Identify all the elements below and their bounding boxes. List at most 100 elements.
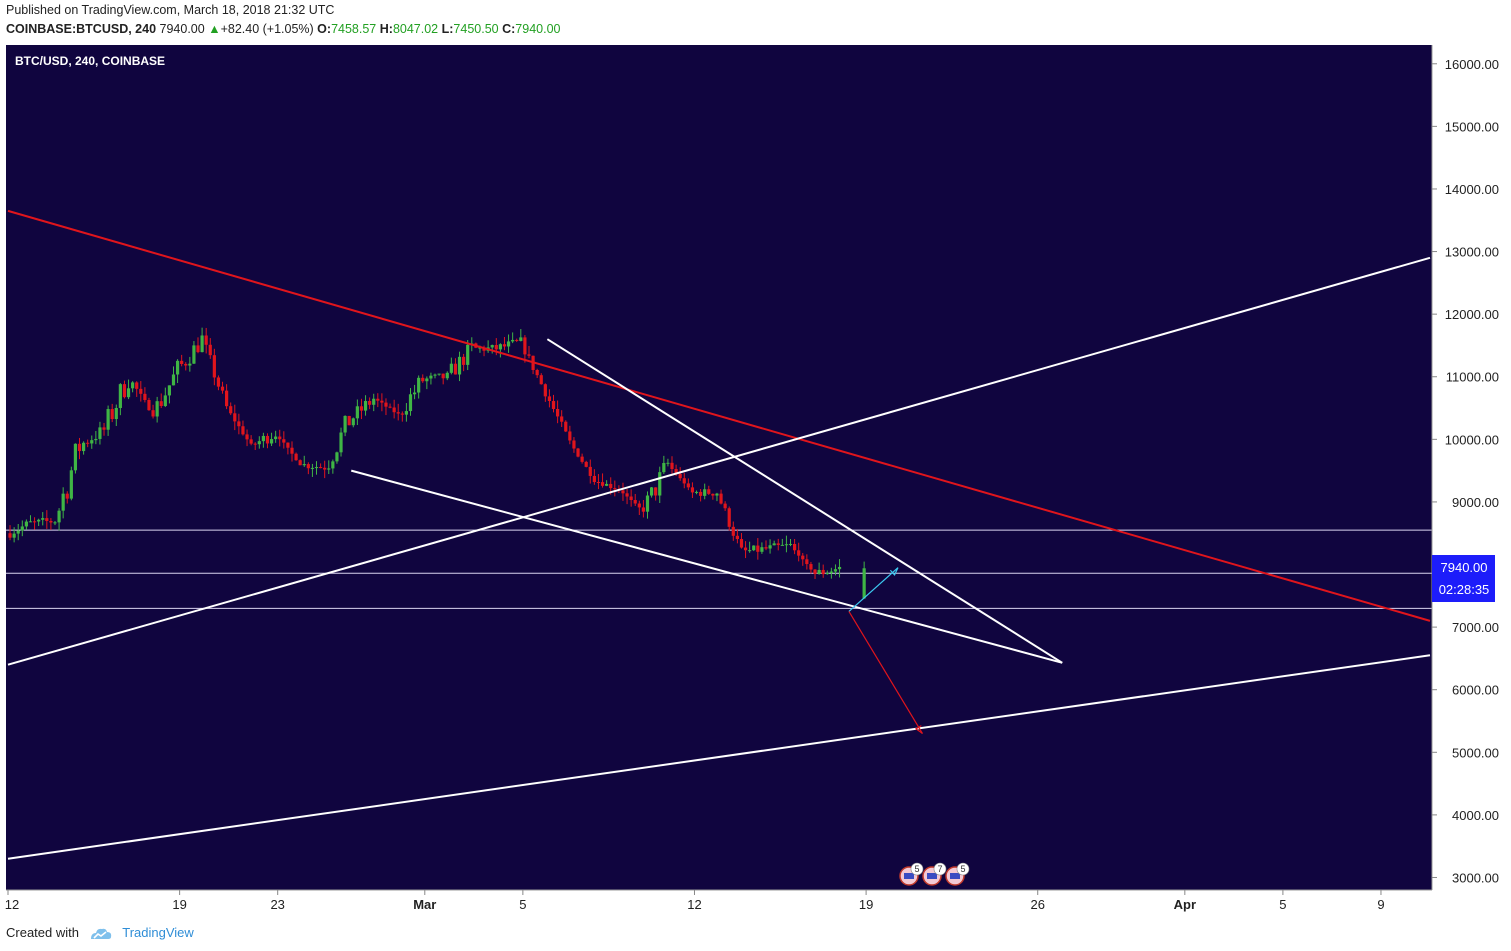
blue-projection-arrow — [848, 567, 899, 612]
candle-body — [216, 377, 221, 387]
x-tick-label: 23 — [270, 897, 284, 912]
time-axis[interactable]: 12 19 23 Mar 5 12 19 26 Apr 5 9 — [5, 890, 1385, 912]
candle-body — [257, 441, 261, 445]
candle-body — [576, 448, 580, 457]
low-label: L: — [441, 22, 454, 36]
candle-body — [723, 503, 727, 509]
candle-body — [45, 518, 49, 521]
y-tick-label: 11000.00 — [1446, 370, 1499, 385]
candle-body — [233, 413, 237, 422]
white-trendline — [7, 256, 1431, 666]
candle-body — [686, 483, 690, 488]
candle-body — [192, 345, 196, 364]
candle-body — [184, 363, 188, 366]
candle-body — [797, 550, 801, 556]
event-flag-icon: 5 — [945, 862, 970, 886]
candle-body — [748, 550, 752, 552]
candle-body — [57, 510, 61, 523]
candle-body — [478, 347, 482, 349]
candle-body — [20, 526, 24, 531]
candle-body — [351, 418, 355, 426]
candle-body — [73, 443, 78, 471]
candle-body — [735, 535, 739, 540]
candle-body — [12, 533, 16, 538]
arrowhead-icon — [889, 567, 899, 576]
candle-body — [625, 493, 629, 497]
candle-body — [61, 493, 65, 511]
candle-body — [302, 464, 306, 466]
candle-body — [862, 568, 866, 599]
candle-body — [523, 337, 527, 355]
candle-body — [690, 487, 695, 493]
footer: Created with TradingView — [6, 925, 194, 941]
candle-body — [666, 462, 670, 464]
candle-body — [122, 384, 127, 398]
candle-body — [584, 461, 588, 467]
candle-body — [49, 520, 53, 523]
candle-body — [225, 390, 229, 407]
candle-body — [756, 545, 760, 552]
candle-body — [28, 521, 33, 523]
candle-body — [69, 470, 73, 499]
candle-body — [466, 344, 470, 365]
candle-body — [135, 382, 139, 389]
price-axis[interactable]: 16000.00 15000.00 14000.00 13000.00 12000.00… — [1432, 57, 1499, 886]
candle-body — [323, 467, 327, 470]
y-tick-label: 5000.00 — [1452, 745, 1499, 760]
candle-body — [498, 344, 502, 350]
candle-body — [114, 407, 118, 420]
y-tick-label: 4000.00 — [1452, 808, 1499, 823]
x-tick-label: 9 — [1377, 897, 1384, 912]
up-triangle-icon: ▲ — [208, 22, 221, 36]
candle-body — [715, 493, 719, 496]
candle-body — [592, 475, 596, 483]
price-chart[interactable]: 5 7 5 16000.00 15000.00 14000.00 13000.00 1200… — [0, 42, 1511, 916]
candle-body — [555, 408, 560, 417]
created-with-label: Created with — [6, 925, 79, 940]
candle-body — [102, 427, 106, 430]
candle-body — [139, 388, 143, 394]
y-tick-label: 14000.00 — [1445, 182, 1499, 197]
tradingview-link[interactable]: TradingView — [122, 925, 194, 940]
candle-body — [294, 453, 298, 461]
candle-body — [376, 398, 380, 401]
candle-body — [621, 490, 625, 494]
candle-body — [298, 460, 302, 466]
last-price: 7940.00 — [159, 22, 205, 36]
candle-body — [809, 564, 813, 570]
arrowhead-icon — [914, 725, 923, 735]
white-trendline — [7, 654, 1431, 860]
candle-body — [110, 409, 114, 420]
candle-body — [274, 436, 278, 440]
candle-body — [372, 398, 376, 405]
chart-pane[interactable] — [6, 45, 1432, 890]
candle-body — [429, 375, 433, 379]
red-trendline — [7, 209, 1431, 622]
candle-body — [404, 411, 409, 415]
candle-body — [674, 469, 678, 474]
candle-body — [519, 337, 523, 341]
candle-body — [694, 491, 699, 493]
flag-count: 5 — [960, 864, 965, 874]
high-value: 8047.02 — [392, 22, 439, 36]
candle-body — [327, 468, 331, 470]
x-tick-label: 5 — [1279, 897, 1286, 912]
candle-body — [613, 488, 617, 490]
candle-body — [560, 416, 564, 422]
candle-body — [417, 377, 421, 393]
x-tick-label: Mar — [413, 897, 436, 912]
candle-body — [32, 521, 37, 523]
candle-body — [265, 435, 270, 444]
candle-body — [86, 442, 90, 444]
candle-body — [314, 467, 319, 469]
candle-body — [490, 345, 494, 348]
candle-body — [662, 462, 666, 473]
x-tick-label: 26 — [1030, 897, 1044, 912]
candle-body — [760, 547, 764, 552]
candle-body — [392, 407, 396, 413]
close-label: C: — [502, 22, 516, 36]
candle-body — [41, 518, 45, 520]
candle-body — [286, 442, 290, 448]
candle-body — [425, 378, 429, 382]
candle-body — [678, 473, 682, 479]
